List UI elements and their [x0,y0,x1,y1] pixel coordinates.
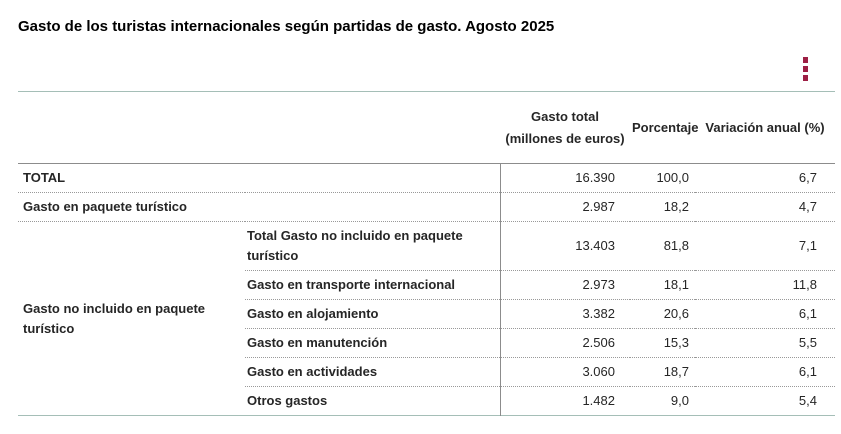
row-label: Otros gastos [247,393,328,408]
gasto-total-cell: 2.973 [499,270,630,300]
table-row-otros-gastos: Otros gastos 1.482 9,0 5,4 [18,386,835,416]
table-row-actividades: Gasto en actividades 3.060 18,7 6,1 [18,357,835,387]
page-title: Gasto de los turistas internacionales se… [18,18,555,35]
row-label: TOTAL [18,163,500,193]
table-row-total-no-incluido: Gasto no incluido en paquete turístico T… [18,221,835,336]
porcentaje-cell: 18,1 [630,270,695,300]
porcentaje-cell: 9,0 [670,393,689,408]
table-row-total: TOTAL 16.390 100,0 6,7 [18,163,835,193]
variacion-cell: 5,4 [798,393,817,408]
gasto-total-cell: 3.382 [499,299,630,329]
header-variacion-anual: Variación anual (%) [705,119,825,135]
gasto-total-cell: 2.506 [499,328,630,358]
data-table: Gasto total (millones de euros) Porcenta… [18,91,835,416]
gasto-total-cell: 1.482 [499,386,630,416]
porcentaje-cell: 100,0 [630,163,695,193]
row-group-label: Gasto no incluido en paquete turístico [23,300,206,336]
porcentaje-cell: 81,8 [630,221,695,271]
variacion-cell: 6,1 [695,299,835,329]
table-row-manutencion: Gasto en manutención 2.506 15,3 5,5 [18,328,835,358]
row-label: Gasto en actividades [245,357,500,387]
variacion-cell: 4,7 [695,192,835,222]
toolbar [18,55,835,83]
variacion-cell: 7,1 [695,221,835,271]
porcentaje-cell: 15,3 [630,328,695,358]
table-row-alojamiento: Gasto en alojamiento 3.382 20,6 6,1 [18,299,835,329]
kebab-menu-icon[interactable] [798,54,813,84]
row-label: Gasto en transporte internacional [245,270,500,300]
porcentaje-cell: 18,2 [630,192,695,222]
row-label: Gasto en paquete turístico [18,192,500,222]
table-row-transporte: Gasto en transporte internacional 2.973 … [18,270,835,300]
row-label: Gasto en manutención [245,328,500,358]
header-row: Gasto total (millones de euros) Porcenta… [18,91,835,164]
kebab-dot [803,57,808,63]
table-row-paquete: Gasto en paquete turístico 2.987 18,2 4,… [18,192,835,222]
porcentaje-cell: 18,7 [630,357,695,387]
row-label: Gasto en alojamiento [245,299,500,329]
variacion-cell: 6,7 [695,163,835,193]
header-porcentaje: Porcentaje [632,119,699,135]
header-spacer [18,92,500,164]
row-label: Total Gasto no incluido en paquete turís… [245,221,500,271]
variacion-cell: 5,5 [695,328,835,358]
variacion-cell: 6,1 [695,357,835,387]
gasto-total-cell: 13.403 [499,221,630,271]
kebab-dot [803,66,808,72]
gasto-total-cell: 16.390 [499,163,630,193]
porcentaje-cell: 20,6 [630,299,695,329]
header-gasto-total: Gasto total (millones de euros) [505,108,625,146]
gasto-total-cell: 2.987 [499,192,630,222]
variacion-cell: 11,8 [695,270,835,300]
kebab-dot [803,75,808,81]
gasto-total-cell: 3.060 [499,357,630,387]
